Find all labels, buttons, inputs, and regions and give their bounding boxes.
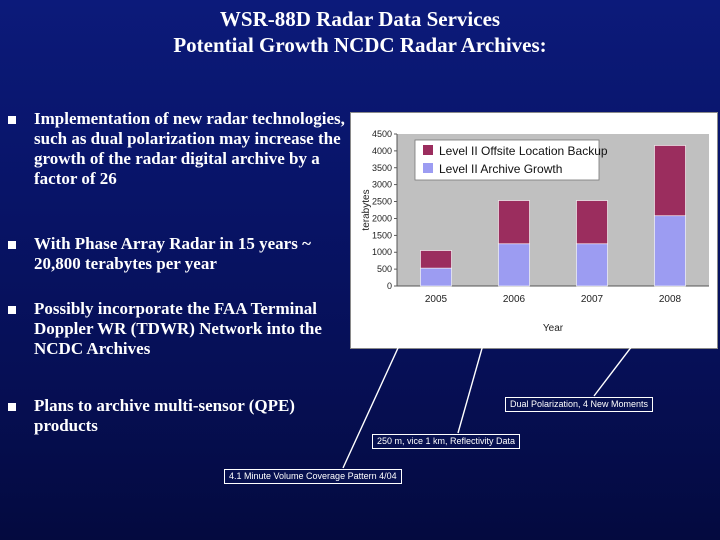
bullet-square-icon — [8, 306, 16, 314]
slide-title: WSR-88D Radar Data Services Potential Gr… — [0, 6, 720, 58]
bar-archive-growth — [498, 243, 530, 287]
y-tick-label: 3000 — [372, 180, 392, 190]
x-axis-label: Year — [543, 323, 564, 334]
arrow-reflectivity — [457, 304, 497, 434]
callout-vcp: 4.1 Minute Volume Coverage Pattern 4/04 — [224, 469, 402, 484]
y-tick-label: 1000 — [372, 247, 392, 257]
callout-dual-polarization: Dual Polarization, 4 New Moments — [505, 397, 654, 412]
y-tick-label: 1500 — [372, 230, 392, 240]
y-tick-label: 2500 — [372, 197, 392, 207]
bar-offsite-backup — [576, 200, 608, 245]
legend-label: Level II Offsite Location Backup — [439, 144, 608, 158]
x-tick-label: 2007 — [581, 294, 604, 305]
arrow-vcp — [342, 298, 422, 469]
title-line-1: WSR-88D Radar Data Services — [219, 7, 501, 31]
bar-archive-growth — [576, 243, 608, 287]
bullet-text: Plans to archive multi-sensor (QPE) prod… — [34, 396, 295, 435]
arrow-dual-polarization — [593, 302, 665, 397]
y-tick-label: 2000 — [372, 213, 392, 223]
bullet-text: With Phase Array Radar in 15 years ~ 20,… — [34, 234, 311, 273]
callout-reflectivity: 250 m, vice 1 km, Reflectivity Data — [372, 434, 521, 449]
bar-offsite-backup — [654, 145, 686, 217]
y-tick-label: 0 — [387, 281, 392, 291]
legend-box — [414, 139, 600, 181]
chart-svg: 0 500 1000 1500 2000 2500 3000 3500 4000 4500 tera… — [361, 129, 709, 334]
bar-offsite-backup — [498, 200, 530, 245]
x-tick-label: 2006 — [503, 294, 526, 305]
bullet-text: Possibly incorporate the FAA Terminal Do… — [34, 299, 322, 358]
bullet-square-icon — [8, 403, 16, 411]
bar-offsite-backup — [420, 250, 452, 269]
x-tick-label: 2008 — [659, 294, 682, 305]
y-tick-label: 4000 — [372, 146, 392, 156]
title-line-2: Potential Growth NCDC Radar Archives: — [173, 33, 547, 57]
bullet-square-icon — [8, 241, 16, 249]
legend-label: Level II Archive Growth — [439, 162, 562, 176]
y-tick-label: 3500 — [372, 163, 392, 173]
y-tick-label: 4500 — [372, 129, 392, 139]
y-axis-label: terabytes — [361, 189, 372, 230]
x-tick-label: 2005 — [425, 294, 448, 305]
y-tick-label: 500 — [377, 264, 392, 274]
bullet-text: Implementation of new radar technologies… — [34, 109, 345, 188]
bullet-square-icon — [8, 116, 16, 124]
legend-swatch — [423, 163, 433, 173]
legend-swatch — [423, 145, 433, 155]
